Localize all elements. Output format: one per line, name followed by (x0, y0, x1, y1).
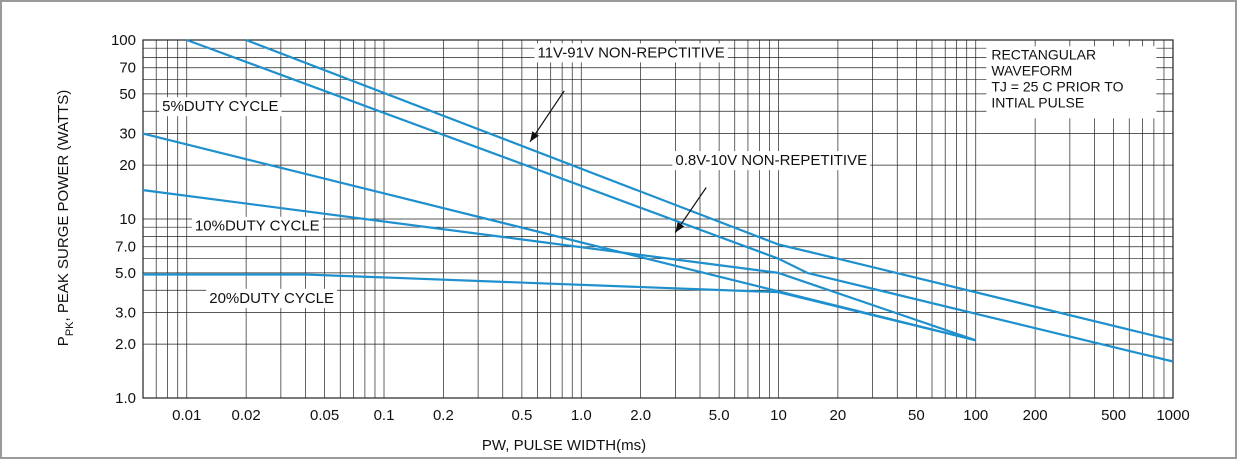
x-tick-label: 2.0 (630, 407, 651, 424)
annotation-box (206, 288, 338, 308)
annotation-label: 20%DUTY CYCLE (209, 290, 334, 307)
annotation-5: 20%DUTY CYCLE (206, 288, 338, 308)
y-tick-label: 50 (119, 86, 136, 103)
arrow-head-1 (530, 131, 539, 142)
x-tick-label: 50 (908, 407, 925, 424)
annotation-box (191, 216, 323, 236)
annotation-label: 11V-91V NON-REPCTITIVE (537, 44, 724, 61)
x-tick-label: 20 (830, 407, 847, 424)
annotation-box (534, 43, 728, 63)
y-tick-label: 2.0 (115, 336, 136, 353)
annotation-2: 0.8V-10V NON-REPETITIVE (672, 151, 871, 171)
annotation-labels: 11V-91V NON-REPCTITIVE 0.8V-10V NON-REPET… (159, 43, 871, 308)
y-axis-title-rest: , PEAK SURGE POWER (WATTS) (55, 90, 72, 322)
annotation-arrows (529, 90, 707, 233)
annotation-label: 10%DUTY CYCLE (195, 218, 320, 235)
x-tick-label: 1.0 (571, 407, 592, 424)
x-tick-label: 200 (1023, 407, 1048, 424)
y-tick-label: 70 (119, 60, 136, 77)
arrow-head-2 (675, 222, 685, 233)
y-axis-title-main: P (55, 336, 72, 346)
series-line-2 (186, 38, 1174, 363)
annotation-box (672, 151, 871, 171)
x-tick-label: 0.2 (433, 407, 454, 424)
y-tick-label: 30 (119, 126, 136, 143)
arrow-shaft-1 (529, 90, 565, 143)
x-tick-label: 1000 (1156, 407, 1189, 424)
annotation-1: 11V-91V NON-REPCTITIVE (534, 43, 728, 63)
y-tick-label: 7.0 (115, 239, 136, 256)
y-tick-label: 1.0 (115, 390, 136, 407)
y-tick-label: 100 (111, 32, 136, 49)
y-tick-label: 10 (119, 211, 136, 228)
x-tick-label: 0.5 (511, 407, 532, 424)
x-tick-label: 5.0 (709, 407, 730, 424)
x-tick-label: 0.02 (232, 407, 261, 424)
annotation-box (159, 97, 282, 117)
annotation-label: 0.8V-10V NON-REPETITIVE (675, 152, 867, 169)
plot-border (142, 39, 1174, 399)
note-line-2: WAVEFORM (991, 62, 1072, 78)
y-tick-label: 20 (119, 157, 136, 174)
y-tick-label: 5.0 (115, 265, 136, 282)
x-tick-label: 10 (770, 407, 787, 424)
note-box (986, 46, 1157, 119)
annotation-label: 5%DUTY CYCLE (162, 98, 278, 115)
note-line-1: RECTANGULAR (991, 46, 1096, 62)
series-line-4 (142, 189, 977, 342)
y-axis-title-sub: PK (64, 321, 76, 336)
x-tick-label: 0.1 (374, 407, 395, 424)
axis-titles: PW, PULSE WIDTH(ms) PPK, PEAK SURGE POWE… (55, 90, 646, 454)
x-tick-label: 100 (963, 407, 988, 424)
note-line-4: INTIAL PULSE (991, 94, 1084, 110)
annotation-3: 5%DUTY CYCLE (159, 97, 282, 117)
x-tick-label: 0.01 (172, 407, 201, 424)
x-tick-label: 500 (1101, 407, 1126, 424)
annotation-4: 10%DUTY CYCLE (191, 216, 323, 236)
tick-labels: 0.01 0.02 0.05 0.1 0.2 0.5 1.0 2.0 5.0 10 20 50 100 2… (111, 32, 1190, 424)
series-line-5 (143, 273, 977, 342)
series-lines (142, 38, 1174, 363)
x-tick-label: 0.05 (310, 407, 339, 424)
x-axis-title: PW, PULSE WIDTH(ms) (482, 437, 646, 454)
note-line-3: TJ = 25 C PRIOR TO (991, 78, 1123, 94)
series-line-1 (245, 38, 1174, 342)
y-axis-title: PPK, PEAK SURGE POWER (WATTS) (55, 90, 76, 346)
y-tick-label: 3.0 (115, 305, 136, 322)
